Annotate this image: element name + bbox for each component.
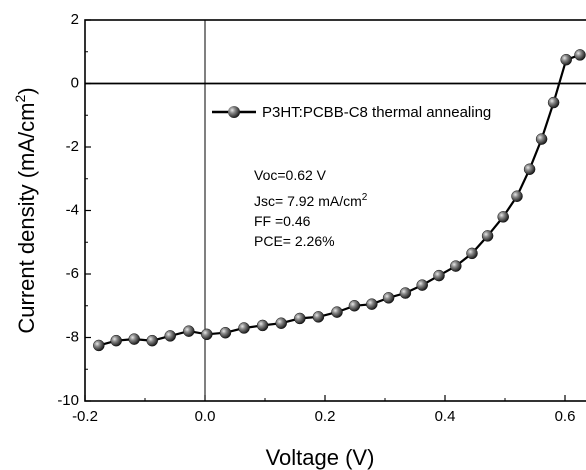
data-point (433, 269, 445, 282)
data-point (560, 53, 572, 66)
data-point (348, 300, 361, 312)
data-point (275, 317, 287, 329)
data-point (547, 96, 560, 109)
data-point (256, 319, 269, 332)
y-axis-title: Current density (mA/cm2) (12, 87, 39, 333)
y-tick-label: 0 (71, 75, 79, 92)
legend-label: P3HT:PCBB-C8 thermal annealing (262, 104, 491, 121)
y-axis-title-close: ) (14, 87, 39, 94)
data-point (110, 334, 122, 347)
y-tick-label: -6 (66, 265, 79, 282)
plot-frame (84, 19, 586, 402)
data-point (294, 312, 306, 325)
x-axis-title: Voltage (V) (266, 445, 375, 470)
y-tick-label: -4 (66, 202, 79, 219)
y-tick-label: -10 (57, 392, 79, 409)
x-tick-label: 0.2 (315, 408, 336, 425)
y-tick-label: -8 (66, 329, 79, 346)
x-tick-label: 0.0 (195, 408, 216, 425)
data-point (128, 333, 140, 345)
annotation-voc: Voc=0.62 V (254, 167, 327, 183)
y-axis-title-sup: 2 (12, 95, 28, 103)
data-point (574, 49, 586, 61)
data-point (312, 311, 325, 323)
x-tick-label: 0.6 (555, 408, 576, 425)
data-point (366, 298, 378, 310)
data-point (238, 322, 250, 334)
axis-ticks: -0.2 0.0 0.2 0.4 0.6 -10 -8 -6 -4 -2 0 2 (57, 11, 575, 425)
x-tick-label: -0.2 (72, 408, 98, 425)
data-point (382, 292, 395, 304)
data-point (399, 287, 412, 299)
data-point (511, 190, 523, 202)
data-point (450, 260, 462, 272)
data-point (523, 163, 536, 175)
annotation-pce: PCE= 2.26% (254, 233, 335, 249)
data-point (146, 334, 158, 347)
y-tick-label: -2 (66, 138, 79, 155)
data-point (183, 325, 195, 337)
annotation-block: Voc=0.62 V Jsc= 7.92 mA/cm2 FF =0.46 PCE… (254, 167, 368, 249)
data-point (331, 306, 343, 318)
series-layer (93, 49, 586, 352)
reference-lines (85, 20, 586, 401)
annotation-jsc: Jsc= 7.92 mA/cm2 (254, 192, 368, 209)
data-point (416, 279, 428, 291)
data-point (481, 230, 494, 242)
legend-marker-swatch (228, 106, 240, 118)
data-point (466, 247, 478, 260)
data-point (535, 133, 548, 145)
x-tick-label: 0.4 (435, 408, 456, 425)
data-point (93, 339, 105, 352)
data-point (201, 328, 213, 341)
legend: P3HT:PCBB-C8 thermal annealing (212, 104, 491, 121)
data-point (497, 211, 509, 223)
y-tick-label: 2 (71, 11, 79, 28)
y-axis-title-main: Current density (mA/cm (14, 103, 39, 334)
data-point (219, 326, 232, 339)
annotation-ff: FF =0.46 (254, 213, 311, 229)
data-point (164, 330, 176, 342)
